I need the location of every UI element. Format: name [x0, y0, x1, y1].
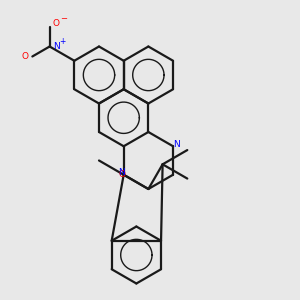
Text: O: O [22, 52, 29, 61]
Text: O: O [119, 170, 126, 179]
Text: +: + [59, 38, 65, 46]
Text: N: N [53, 42, 60, 51]
Text: N: N [173, 140, 180, 149]
Text: N: N [118, 168, 125, 177]
Text: O: O [52, 19, 59, 28]
Text: −: − [60, 15, 67, 24]
